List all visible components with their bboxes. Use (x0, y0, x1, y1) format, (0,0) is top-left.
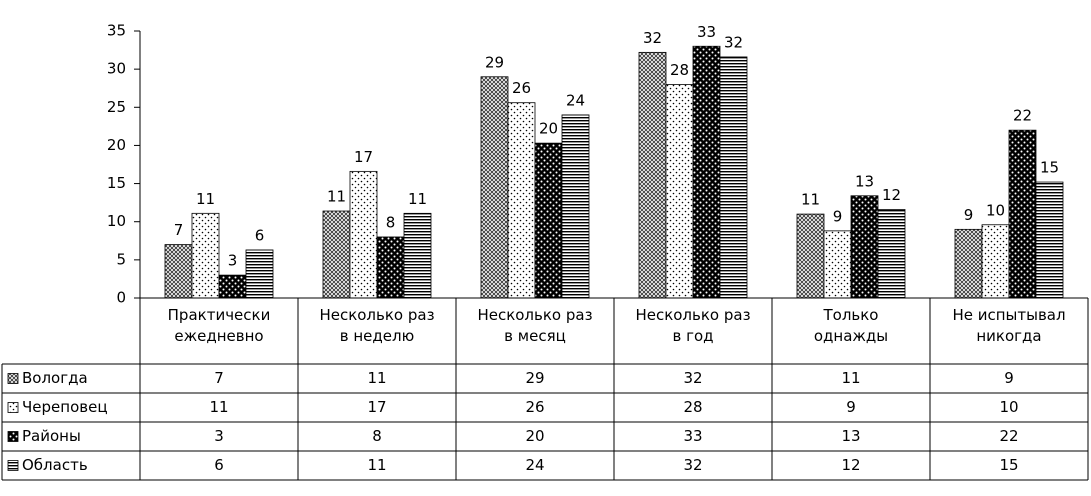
data-label: 33 (697, 23, 716, 41)
table-cell: 8 (372, 427, 382, 445)
bar (164, 244, 193, 299)
table-cell: 32 (683, 456, 702, 474)
table-cell: 29 (525, 369, 544, 387)
data-label: 24 (566, 91, 585, 109)
bar (561, 114, 590, 299)
table-cell: 11 (367, 369, 386, 387)
data-label: 13 (855, 172, 874, 190)
y-tick-label: 20 (107, 136, 126, 154)
table-cell: 26 (525, 398, 544, 416)
data-label: 17 (354, 148, 373, 166)
data-label: 29 (485, 53, 504, 71)
table-cell: 33 (683, 427, 702, 445)
table-cell: 32 (683, 369, 702, 387)
table-cell: 24 (525, 456, 544, 474)
bar (692, 45, 721, 299)
bar (534, 142, 563, 299)
data-label: 7 (174, 221, 184, 239)
bar (719, 56, 748, 299)
data-label: 15 (1040, 159, 1059, 177)
y-tick-label: 5 (116, 250, 126, 268)
table-cell: 15 (999, 456, 1018, 474)
table-cell: 10 (999, 398, 1018, 416)
table-cell: 17 (367, 398, 386, 416)
bar (376, 236, 405, 299)
table-cell: 3 (214, 427, 224, 445)
x-tick-label: Только однажды (813, 306, 889, 345)
data-label: 11 (801, 191, 820, 209)
data-label: 32 (724, 33, 743, 51)
bar (1008, 129, 1037, 299)
legend-swatch (7, 460, 19, 471)
bar (665, 84, 694, 299)
bar (191, 212, 220, 299)
bar (877, 209, 906, 299)
bar (480, 76, 509, 299)
data-label: 3 (228, 252, 238, 270)
table-cell: 13 (841, 427, 860, 445)
data-label: 11 (196, 190, 215, 208)
y-tick-label: 35 (107, 22, 126, 40)
data-label: 20 (539, 120, 558, 138)
legend-swatch (7, 431, 19, 442)
legend-swatch (7, 402, 19, 413)
data-label: 10 (986, 201, 1005, 219)
table-cell: 11 (209, 398, 228, 416)
table-cell: 11 (367, 456, 386, 474)
table-cell: 9 (1004, 369, 1014, 387)
table-cell: 22 (999, 427, 1018, 445)
bar (349, 170, 378, 299)
x-tick-label: Практически ежедневно (167, 306, 271, 345)
bar (1035, 181, 1064, 299)
data-label: 28 (670, 61, 689, 79)
x-tick-label: Несколько раз в месяц (477, 306, 593, 345)
data-label: 32 (643, 29, 662, 47)
data-label: 9 (833, 207, 843, 225)
data-label: 26 (512, 79, 531, 97)
legend-label: Череповец (22, 398, 108, 416)
table-cell: 11 (841, 369, 860, 387)
bar (403, 212, 432, 299)
y-tick-label: 15 (107, 174, 126, 192)
y-tick-label: 10 (107, 212, 126, 230)
legend-label: Вологда (22, 369, 88, 387)
legend-swatch (7, 373, 19, 384)
data-label: 8 (386, 213, 396, 231)
table-cell: 6 (214, 456, 224, 474)
legend-label: Районы (22, 427, 81, 445)
y-tick-label: 0 (116, 289, 126, 307)
table-cell: 12 (841, 456, 860, 474)
data-label: 6 (255, 226, 265, 244)
data-label: 9 (964, 206, 974, 224)
legend-label: Область (22, 456, 88, 474)
bar (507, 102, 536, 299)
y-tick-label: 30 (107, 60, 126, 78)
table-cell: 9 (846, 398, 856, 416)
data-label: 11 (408, 190, 427, 208)
bar (322, 210, 351, 299)
bar (954, 228, 983, 299)
data-label: 12 (882, 186, 901, 204)
x-tick-label: Не испытывал никогда (952, 306, 1066, 345)
bar (638, 51, 667, 299)
bar (823, 230, 852, 299)
bar (850, 195, 879, 299)
x-tick-label: Несколько раз в год (635, 306, 751, 345)
data-label: 11 (327, 188, 346, 206)
bar (218, 274, 247, 299)
data-label: 22 (1013, 107, 1032, 125)
bar (245, 249, 274, 299)
y-tick-label: 25 (107, 98, 126, 116)
bar (981, 224, 1010, 299)
table-cell: 7 (214, 369, 224, 387)
bar (796, 213, 825, 299)
table-cell: 20 (525, 427, 544, 445)
x-tick-label: Несколько раз в неделю (319, 306, 435, 345)
table-cell: 28 (683, 398, 702, 416)
